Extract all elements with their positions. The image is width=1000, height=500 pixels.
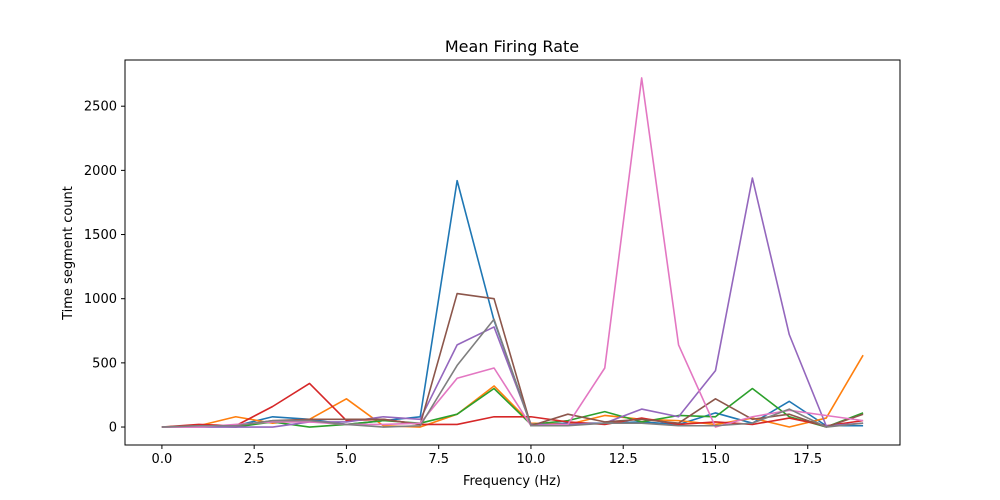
y-axis: 0 500 1000 1500 2000 2500 (84, 100, 125, 436)
x-tick-label: 5.0 (336, 452, 357, 467)
x-axis-label: Frequency (Hz) (463, 474, 561, 489)
plot-area (124, 59, 901, 446)
chart-title: Mean Firing Rate (445, 37, 579, 56)
y-tick-label: 1500 (84, 228, 117, 243)
series-line-8 (161, 318, 864, 428)
series-lines (161, 77, 864, 428)
y-axis-label: Time segment count (61, 186, 76, 321)
series-line-1 (161, 179, 864, 428)
x-tick-label: 10.0 (516, 452, 545, 467)
x-tick-label: 15.0 (701, 452, 730, 467)
x-tick-label: 2.5 (244, 452, 265, 467)
x-tick-label: 0.0 (152, 452, 173, 467)
y-tick-label: 2500 (84, 100, 117, 115)
y-tick-label: 2000 (84, 164, 117, 179)
series-line-3 (161, 387, 864, 428)
series-line-5 (161, 177, 864, 428)
plot-frame (124, 59, 901, 446)
x-tick-label: 7.5 (428, 452, 449, 467)
y-tick-label: 1000 (84, 292, 117, 307)
x-tick-label: 12.5 (609, 452, 638, 467)
y-tick-label: 500 (92, 356, 117, 371)
series-line-7 (161, 77, 864, 428)
y-tick-label: 0 (109, 421, 117, 436)
x-tick-label: 17.5 (793, 452, 822, 467)
x-axis: 0.0 2.5 5.0 7.5 10.0 12.5 15.0 17.5 (152, 445, 822, 467)
